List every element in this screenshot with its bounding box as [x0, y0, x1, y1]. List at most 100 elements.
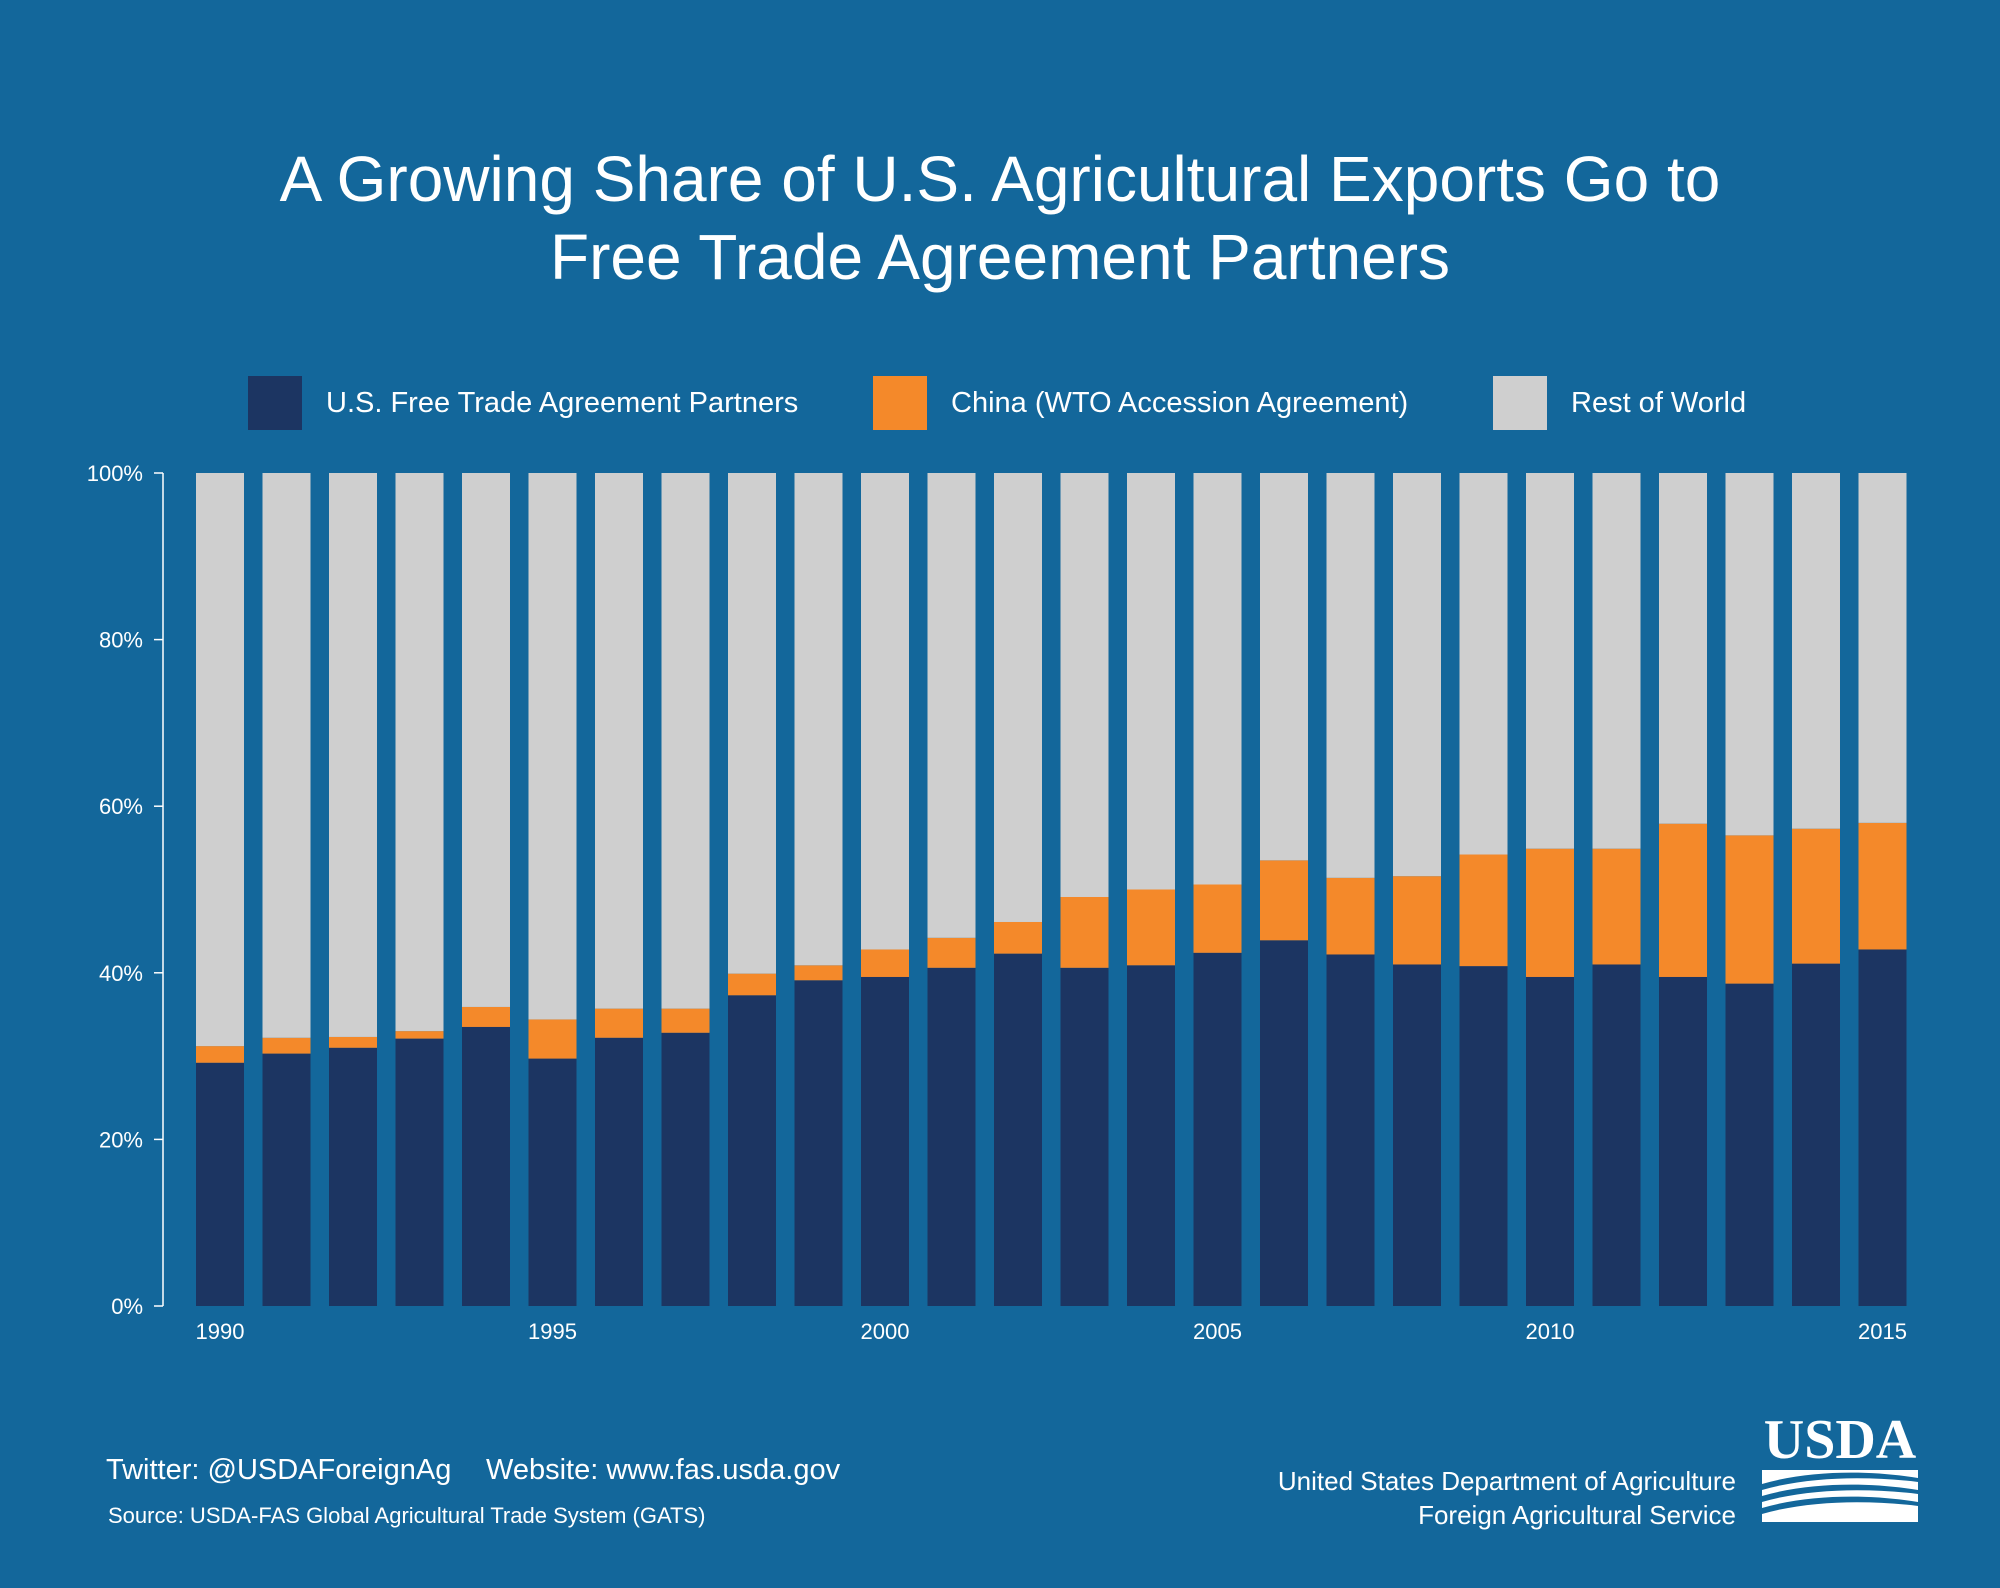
bar-rest-2001	[927, 473, 976, 938]
bar-rest-2005	[1193, 473, 1242, 885]
y-tick-label: 20%	[99, 1127, 143, 1152]
bar-rest-2000	[861, 473, 909, 950]
legend-item-fta: U.S. Free Trade Agreement Partners	[248, 376, 798, 430]
x-tick-label: 2010	[1526, 1319, 1575, 1344]
bar-fta-1996	[595, 1037, 643, 1306]
bar-rest-1997	[661, 473, 710, 1009]
bar-china-1990	[196, 1046, 244, 1063]
bar-china-2011	[1592, 848, 1641, 965]
usda-logo-text: USDA	[1764, 1409, 1917, 1471]
legend-item-china: China (WTO Accession Agreement)	[873, 376, 1408, 430]
bar-fta-2014	[1792, 963, 1840, 1306]
bar-fta-2008	[1393, 964, 1441, 1306]
bar-china-2008	[1393, 876, 1441, 965]
x-tick-label: 2015	[1858, 1319, 1907, 1344]
bar-fta-2015	[1858, 949, 1907, 1306]
bar-china-2001	[927, 937, 976, 968]
bar-china-2000	[861, 949, 909, 977]
stacked-bar-chart: 0% 20% 40% 60% 80% 100% 1990 1995 2000 2005 2010 20…	[87, 461, 1907, 1344]
bar-rest-2006	[1260, 473, 1308, 861]
legend-label-china: China (WTO Accession Agreement)	[951, 386, 1409, 419]
bar-rest-1991	[262, 473, 311, 1038]
legend-item-rest: Rest of World	[1493, 376, 1746, 430]
usda-logo: USDA	[1762, 1409, 1918, 1522]
bar-china-2014	[1792, 828, 1840, 964]
bar-china-2003	[1060, 896, 1109, 968]
bar-rest-2007	[1326, 473, 1375, 878]
legend-label-rest: Rest of World	[1571, 386, 1747, 419]
bar-china-2007	[1326, 877, 1375, 955]
bar-rest-1995	[528, 473, 577, 1020]
bar-rest-2002	[994, 473, 1042, 922]
bar-china-2009	[1459, 854, 1508, 967]
bar-fta-1993	[395, 1038, 444, 1306]
bar-fta-2012	[1659, 976, 1707, 1306]
bar-rest-1998	[728, 473, 776, 974]
bar-china-1993	[395, 1031, 444, 1039]
bar-fta-1991	[262, 1053, 311, 1306]
bar-china-2013	[1725, 835, 1774, 984]
legend-swatch-rest	[1493, 376, 1547, 430]
bar-china-2012	[1659, 823, 1707, 977]
bar-china-1994	[462, 1006, 510, 1027]
org-name: United States Department of Agriculture	[1277, 1466, 1736, 1496]
x-tick-label: 1990	[196, 1319, 245, 1344]
bar-china-1999	[794, 965, 843, 981]
bar-china-1995	[528, 1019, 577, 1059]
bar-fta-1992	[329, 1047, 377, 1306]
bar-rest-1990	[196, 473, 244, 1047]
bar-rest-2008	[1393, 473, 1441, 877]
bar-fta-2011	[1592, 964, 1641, 1306]
bar-rest-1996	[595, 473, 643, 1009]
bar-rest-2013	[1725, 473, 1774, 836]
bar-fta-1995	[528, 1058, 577, 1306]
bar-fta-2010	[1526, 976, 1574, 1306]
bar-rest-2004	[1127, 473, 1175, 890]
bar-fta-2005	[1193, 952, 1242, 1306]
bar-fta-1999	[794, 980, 843, 1306]
bar-china-1998	[728, 973, 776, 996]
x-tick-label: 2000	[861, 1319, 910, 1344]
bar-rest-2012	[1659, 473, 1707, 824]
bar-fta-1994	[462, 1026, 510, 1306]
x-tick-label: 1995	[528, 1319, 577, 1344]
bar-fta-2013	[1725, 983, 1774, 1306]
legend-swatch-fta	[248, 376, 302, 430]
bar-rest-2010	[1526, 473, 1574, 849]
bar-fta-2002	[994, 953, 1042, 1306]
y-tick-label: 40%	[99, 961, 143, 986]
x-tick-label: 2005	[1193, 1319, 1242, 1344]
y-tick-label: 60%	[99, 794, 143, 819]
agency-name: Foreign Agricultural Service	[1418, 1500, 1736, 1530]
bar-china-2010	[1526, 848, 1574, 977]
bar-fta-2007	[1326, 954, 1375, 1306]
bar-china-2006	[1260, 860, 1308, 941]
bar-fta-1997	[661, 1032, 710, 1306]
bar-rest-1992	[329, 473, 377, 1037]
bar-china-2015	[1858, 822, 1907, 950]
bar-rest-1999	[794, 473, 843, 966]
bar-fta-2003	[1060, 967, 1109, 1306]
chart-title: A Growing Share of U.S. Agricultural Exp…	[0, 140, 2000, 296]
bar-fta-1998	[728, 995, 776, 1306]
bar-fta-2006	[1260, 940, 1308, 1306]
bar-fta-2000	[861, 976, 909, 1306]
bar-rest-2003	[1060, 473, 1109, 897]
bar-rest-2014	[1792, 473, 1840, 829]
chart-title-line-1: A Growing Share of U.S. Agricultural Exp…	[279, 143, 1721, 215]
bar-rest-2011	[1592, 473, 1641, 849]
twitter-handle: Twitter: @USDAForeignAg	[106, 1454, 452, 1486]
bar-china-1996	[595, 1008, 643, 1038]
y-tick-label: 100%	[87, 461, 143, 486]
bar-china-1991	[262, 1037, 311, 1054]
website-link: Website: www.fas.usda.gov	[486, 1454, 841, 1486]
legend-swatch-china	[873, 376, 927, 430]
bar-rest-2015	[1858, 473, 1907, 823]
bar-rest-2009	[1459, 473, 1508, 855]
bar-fta-1990	[196, 1062, 244, 1306]
bar-china-1992	[329, 1036, 377, 1048]
y-tick-label: 0%	[111, 1294, 143, 1319]
bar-fta-2009	[1459, 966, 1508, 1306]
legend-label-fta: U.S. Free Trade Agreement Partners	[326, 386, 799, 419]
bar-rest-1994	[462, 473, 510, 1007]
